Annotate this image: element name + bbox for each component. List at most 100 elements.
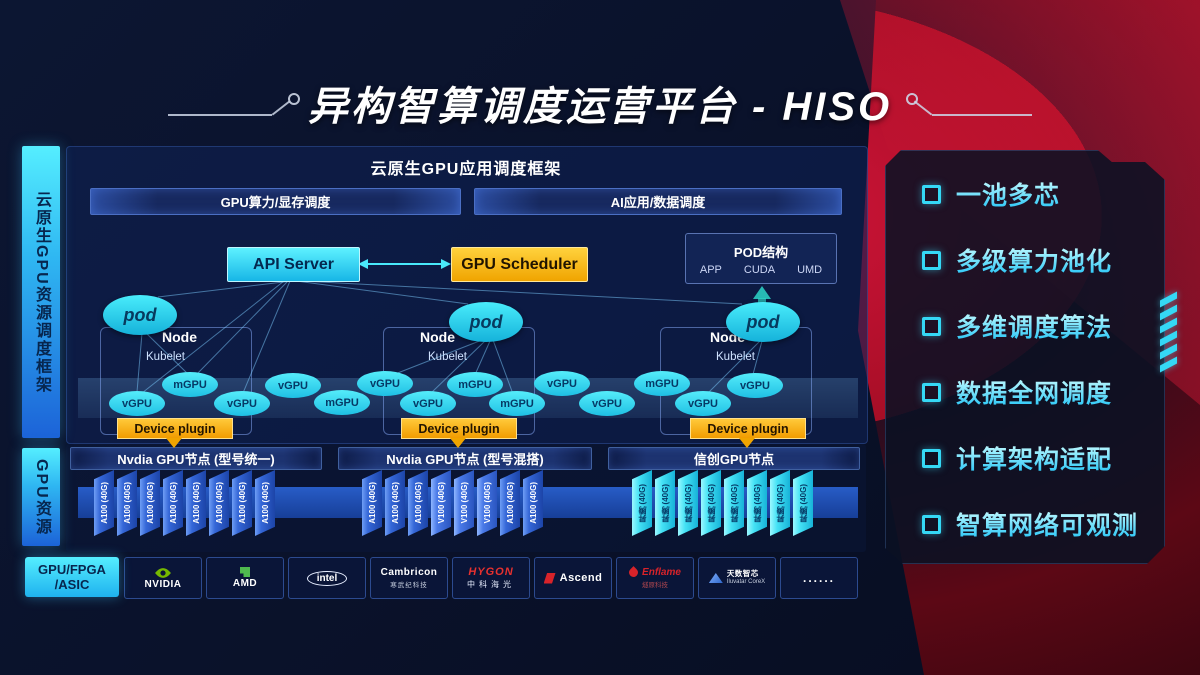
vendor-name: Ascend bbox=[559, 572, 603, 584]
gpu-card: A100 (40G) bbox=[117, 470, 137, 536]
device-plugin-down-arrow-icon bbox=[739, 438, 755, 448]
vendor-box-iluvatar: 天数智芯 Iluvatar CoreX bbox=[698, 557, 776, 599]
pool-header-1: Nvdia GPU节点 (型号统一) bbox=[70, 447, 322, 470]
title-right-line-decoration bbox=[932, 114, 1032, 116]
gpu-unit-ellipse-vgpu: vGPU bbox=[357, 371, 413, 396]
node-name: Node bbox=[162, 329, 197, 345]
device-plugin-box-label: Device plugin bbox=[134, 421, 216, 436]
pod-ellipse: pod bbox=[103, 295, 177, 335]
vendor-box-hygon: HYGON 中科海光 bbox=[452, 557, 530, 599]
pod-ellipse-label: pod bbox=[746, 311, 780, 332]
framework-title: 云原生GPU应用调度框架 bbox=[370, 161, 562, 178]
gpu-unit-ellipse-vgpu: vGPU bbox=[675, 391, 731, 416]
gpu-card-label: A100 (40G) bbox=[505, 482, 515, 524]
gpu-card-label: A100 (40G) bbox=[528, 482, 538, 524]
feature-label: 多级算力池化 bbox=[956, 242, 1112, 278]
gpu-unit-ellipse-mgpu: mGPU bbox=[162, 372, 218, 397]
gpu-card: 昇腾 (40G) bbox=[793, 470, 813, 536]
gpu-card-label: A100 (40G) bbox=[145, 482, 155, 524]
gpu-unit-ellipse-vgpu: vGPU bbox=[109, 391, 165, 416]
feature-label: 一池多芯 bbox=[956, 176, 1060, 212]
gpu-card: A100 (40G) bbox=[255, 470, 275, 536]
feature-item-2: 多级算力池化 bbox=[922, 242, 1164, 278]
gpu-card-label: 昇腾 (40G) bbox=[775, 483, 785, 523]
gpu-card-label: A100 (40G) bbox=[367, 482, 377, 524]
gpu-card: A100 (40G) bbox=[163, 470, 183, 536]
sidebar-framework-bar: 云原生GPU资源调度框架 bbox=[22, 146, 60, 438]
pool-header-1-label: Nvdia GPU节点 (型号统一) bbox=[117, 452, 275, 467]
gpu-card-label: A100 (40G) bbox=[214, 482, 224, 524]
feature-label: 多维调度算法 bbox=[956, 308, 1112, 344]
gpu-card-label: A100 (40G) bbox=[260, 482, 270, 524]
gpu-unit-ellipse-vgpu-label: vGPU bbox=[592, 397, 622, 410]
amd-logo-icon bbox=[240, 567, 250, 577]
gpu-card: 昇腾 (40G) bbox=[724, 470, 744, 536]
gpu-card: 昇腾 (40G) bbox=[678, 470, 698, 536]
pod-ellipse: pod bbox=[726, 302, 800, 342]
gpu-card: V100 (40G) bbox=[477, 470, 497, 536]
gpu-unit-ellipse-mgpu: mGPU bbox=[489, 391, 545, 416]
pod-to-podstruct-arrow-icon bbox=[753, 286, 771, 299]
gpu-card: 昇腾 (40G) bbox=[747, 470, 767, 536]
gpu-card-label: A100 (40G) bbox=[413, 482, 423, 524]
feature-item-5: 计算架构适配 bbox=[922, 440, 1164, 476]
title-right-node-icon bbox=[906, 93, 918, 105]
vendor-subname: Iluvatar CoreX bbox=[726, 579, 766, 585]
gpu-card-label: A100 (40G) bbox=[237, 482, 247, 524]
gpu-card-label: 昇腾 (40G) bbox=[706, 483, 716, 523]
device-plugin-box-label: Device plugin bbox=[418, 421, 500, 436]
gpu-card-label: A100 (40G) bbox=[390, 482, 400, 524]
pod-structure-item-cuda: CUDA bbox=[743, 263, 776, 276]
api-server-box: API Server bbox=[227, 247, 360, 282]
feature-bullet-icon bbox=[922, 383, 941, 402]
gpu-unit-ellipse-vgpu-label: vGPU bbox=[370, 377, 400, 390]
kubelet-label-label: Kubelet bbox=[428, 351, 468, 363]
gpu-card-label: 昇腾 (40G) bbox=[637, 483, 647, 523]
gpu-card-label: 昇腾 (40G) bbox=[752, 483, 762, 523]
feature-item-4: 数据全网调度 bbox=[922, 374, 1164, 410]
gpu-card: V100 (40G) bbox=[431, 470, 451, 536]
ascend-logo-icon bbox=[543, 572, 556, 584]
vendor-row: 天数智芯 Iluvatar CoreX bbox=[708, 569, 766, 586]
gpu-card: A100 (40G) bbox=[94, 470, 114, 536]
vendor-box-ascend: Ascend bbox=[534, 557, 612, 599]
vendor-name: ...... bbox=[802, 571, 835, 585]
gpu-unit-ellipse-mgpu-label: mGPU bbox=[173, 378, 207, 391]
device-plugin-box: Device plugin bbox=[690, 418, 806, 439]
kubelet-label-label: Kubelet bbox=[146, 351, 186, 363]
gpu-unit-ellipse-vgpu-label: vGPU bbox=[413, 397, 443, 410]
gpu-card: A100 (40G) bbox=[186, 470, 206, 536]
vendor-name: 天数智芯 bbox=[726, 569, 759, 578]
pod-structure-box: POD结构 APP CUDA UMD bbox=[685, 233, 837, 284]
gpu-card: A100 (40G) bbox=[209, 470, 229, 536]
vendor-name: HYGON bbox=[468, 566, 514, 578]
gpu-card-label: V100 (40G) bbox=[436, 482, 446, 524]
lane-ai-data-scheduling: AI应用/数据调度 bbox=[474, 188, 842, 215]
gpu-card-label: V100 (40G) bbox=[482, 482, 492, 524]
hardware-types-line1: GPU/FPGA bbox=[38, 562, 106, 577]
gpu-unit-ellipse-vgpu-label: vGPU bbox=[227, 397, 257, 410]
enflame-flame-icon bbox=[627, 566, 640, 579]
feature-label: 数据全网调度 bbox=[956, 374, 1112, 410]
lane-gpu-compute-scheduling: GPU算力/显存调度 bbox=[90, 188, 461, 215]
gpu-card: A100 (40G) bbox=[385, 470, 405, 536]
kubelet-label: Kubelet bbox=[146, 351, 185, 363]
feature-bullet-icon bbox=[922, 515, 941, 534]
vendor-box-dots: ...... bbox=[780, 557, 858, 599]
gpu-unit-ellipse-mgpu-label: mGPU bbox=[645, 377, 679, 390]
gpu-card-label: A100 (40G) bbox=[122, 482, 132, 524]
title-left-line-decoration bbox=[168, 114, 272, 116]
vendor-row: Ascend bbox=[543, 572, 603, 584]
vendor-name: Enflame bbox=[642, 567, 681, 578]
gpu-unit-ellipse-vgpu-label: vGPU bbox=[740, 379, 770, 392]
pod-ellipse-label: pod bbox=[123, 304, 157, 325]
gpu-card: 昇腾 (40G) bbox=[632, 470, 652, 536]
gpu-unit-ellipse-mgpu: mGPU bbox=[314, 390, 370, 415]
gpu-unit-ellipse-vgpu-label: vGPU bbox=[122, 397, 152, 410]
hardware-types-line2: /ASIC bbox=[54, 577, 90, 592]
gpu-unit-ellipse-vgpu: vGPU bbox=[265, 373, 321, 398]
gpu-card: 昇腾 (40G) bbox=[655, 470, 675, 536]
gpu-card: A100 (40G) bbox=[140, 470, 160, 536]
feature-label: 智算网络可观测 bbox=[956, 506, 1138, 542]
